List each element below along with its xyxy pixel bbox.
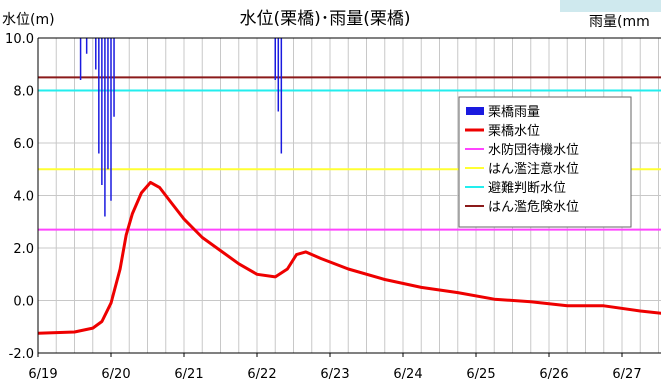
rain-bar	[113, 38, 115, 117]
rain-bar	[274, 38, 276, 80]
rain-bar	[85, 38, 88, 54]
level-line	[37, 180, 661, 335]
x-tick-label: 6/22	[247, 367, 276, 380]
x-tick-label: 6/23	[320, 367, 349, 380]
x-tick-label: 6/21	[174, 367, 203, 380]
x-tick-label: 6/26	[539, 367, 568, 380]
rain-bar	[110, 38, 112, 201]
y2-axis-label: 雨量(mm	[589, 14, 650, 30]
axes	[37, 37, 661, 354]
legend-label: 栗橋水位	[488, 124, 540, 139]
y-tick-label: 6.0	[13, 137, 34, 152]
y-tick-label: -2.0	[9, 347, 34, 362]
x-tick-label: 6/24	[393, 367, 422, 380]
rain-bar	[79, 38, 82, 80]
legend-label: はん濫危険水位	[488, 200, 579, 215]
x-tick-label: 6/19	[28, 367, 57, 380]
y-tick-label: 4.0	[13, 190, 34, 205]
legend-label: 水防団待機水位	[488, 142, 579, 158]
chart-title: 水位(栗橋)･雨量(栗橋)	[239, 9, 410, 29]
rain-bars	[79, 38, 283, 217]
legend-label: 避難判断水位	[488, 181, 566, 196]
x-tick-label: 6/25	[466, 367, 495, 380]
y-tick-labels: 10.0 8.0 6.0 4.0 2.0 0.0 -2.0	[5, 32, 34, 362]
level-series	[37, 180, 661, 335]
rain-bar	[107, 38, 109, 170]
y-tick-label: 0.0	[13, 295, 34, 310]
rain-bar	[277, 38, 280, 112]
rain-bar	[104, 38, 106, 217]
rain-bar	[98, 38, 100, 154]
legend-label: 栗橋雨量	[488, 105, 540, 120]
legend-swatch	[466, 107, 484, 115]
x-tick-label: 6/20	[101, 367, 130, 380]
rain-bar	[95, 38, 97, 70]
y-tick-label: 2.0	[13, 242, 34, 257]
header-band	[560, 0, 661, 12]
y-tick-label: 10.0	[5, 32, 34, 47]
y-axis-label: 水位(m)	[2, 12, 55, 28]
rain-bar	[101, 38, 103, 185]
legend-label: はん濫注意水位	[488, 161, 579, 177]
rain-bar	[280, 38, 283, 154]
x-tick-labels: 6/19 6/20 6/21 6/22 6/23 6/24 6/25 6/26 6/27	[28, 353, 642, 380]
y-tick-label: 8.0	[13, 85, 34, 100]
x-tick-label: 6/27	[612, 367, 641, 380]
legend-box	[458, 96, 632, 228]
